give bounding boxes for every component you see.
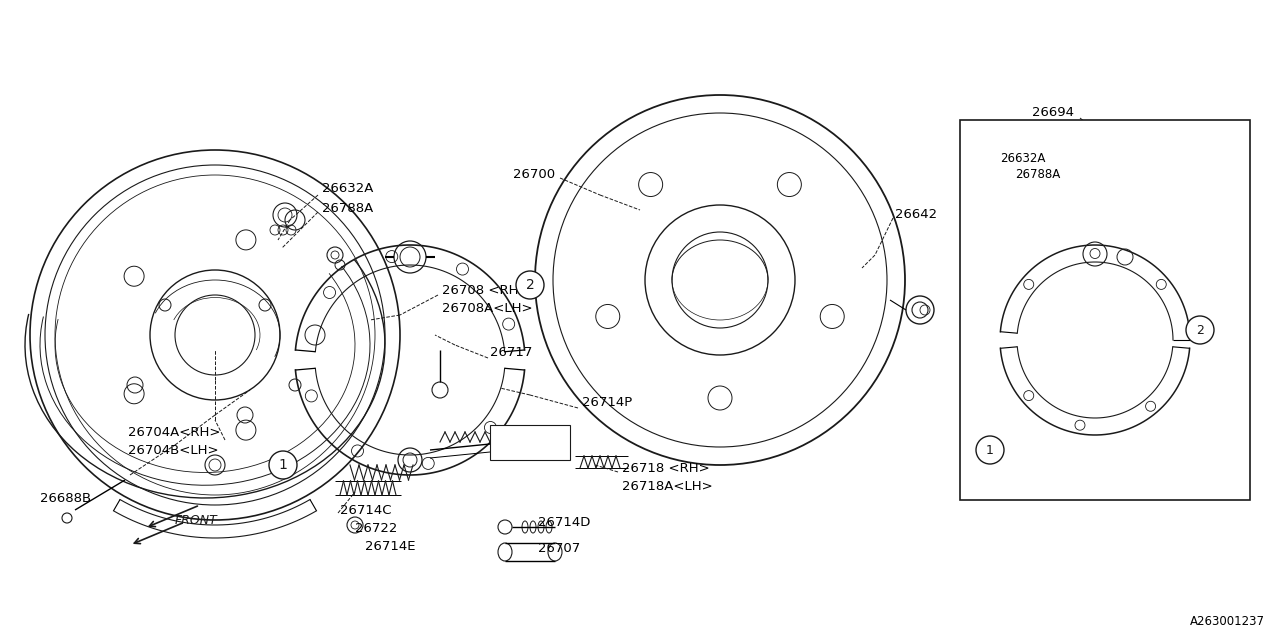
Text: 26714D: 26714D [538, 516, 590, 529]
Text: 26694: 26694 [1032, 106, 1074, 118]
Text: 26714P: 26714P [582, 396, 632, 408]
Text: 26718A<LH>: 26718A<LH> [622, 479, 713, 493]
Text: 26707: 26707 [538, 541, 580, 554]
Text: 26722: 26722 [355, 522, 397, 534]
Text: 26788A: 26788A [323, 202, 374, 214]
Bar [490, 425, 570, 460]
Circle shape [977, 436, 1004, 464]
Text: 26714E: 26714E [365, 540, 416, 552]
Text: 26708 <RH>: 26708 <RH> [442, 284, 530, 296]
Text: 26632A: 26632A [1000, 152, 1046, 164]
Text: 26708A<LH>: 26708A<LH> [442, 301, 532, 314]
Text: 26688B: 26688B [40, 492, 91, 504]
Text: 26642: 26642 [895, 209, 937, 221]
Circle shape [269, 451, 297, 479]
Text: 26704B<LH>: 26704B<LH> [128, 444, 219, 456]
Text: 26788A: 26788A [1015, 168, 1060, 182]
Text: 26717: 26717 [490, 346, 532, 360]
Text: A263001237: A263001237 [1190, 615, 1265, 628]
Circle shape [516, 271, 544, 299]
Bar [960, 120, 1251, 500]
Text: 26632A: 26632A [323, 182, 374, 195]
Text: 26714C: 26714C [340, 504, 392, 516]
Text: 26700: 26700 [513, 168, 556, 182]
Circle shape [1187, 316, 1213, 344]
Text: 26704A<RH>: 26704A<RH> [128, 426, 220, 438]
Text: 26718 <RH>: 26718 <RH> [622, 461, 709, 474]
Text: 1: 1 [986, 444, 995, 456]
Text: FRONT: FRONT [175, 513, 218, 527]
Text: 1: 1 [279, 458, 288, 472]
Text: 2: 2 [1196, 323, 1204, 337]
Text: 2: 2 [526, 278, 534, 292]
